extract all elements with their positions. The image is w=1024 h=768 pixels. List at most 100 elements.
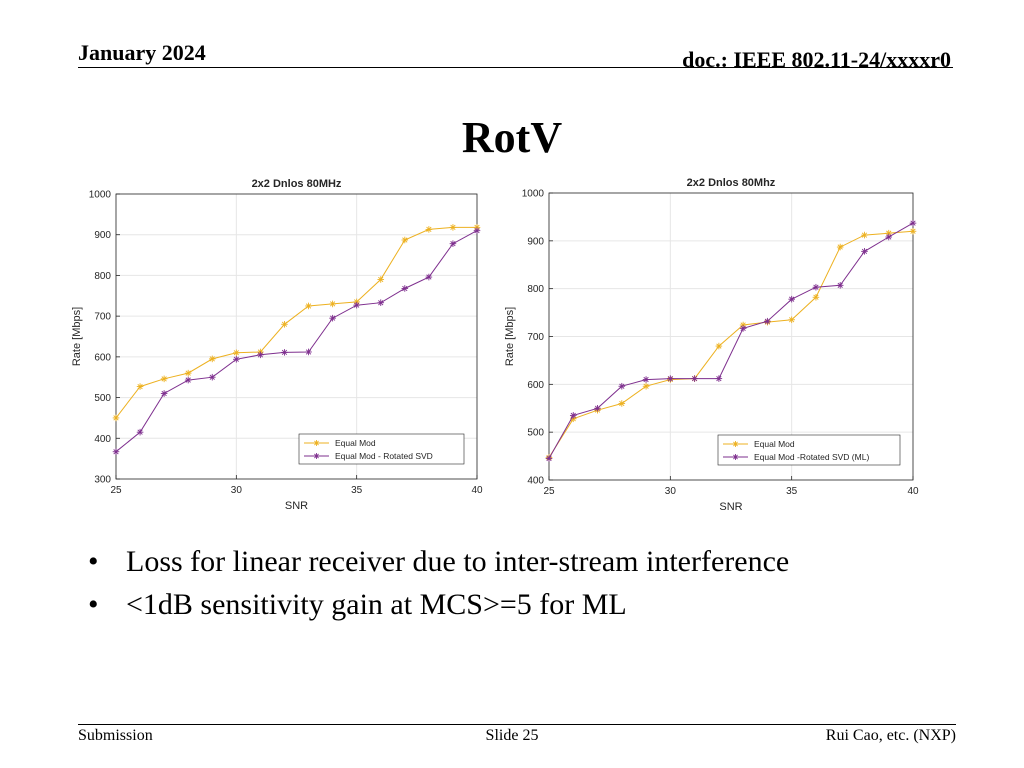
data-point: [208, 373, 216, 381]
footer-rule: [78, 724, 956, 725]
data-point: [473, 227, 481, 234]
data-point: [281, 320, 288, 328]
data-point: [329, 300, 336, 308]
data-point: [401, 285, 409, 292]
y-tick-label: 600: [94, 352, 111, 363]
data-point: [788, 316, 795, 324]
x-axis-label: SNR: [719, 501, 742, 513]
x-axis-label: SNR: [285, 500, 308, 512]
data-point: [112, 448, 120, 456]
chart-title: 2x2 Dnlos 80MHz: [252, 178, 342, 190]
y-tick-label: 600: [527, 380, 544, 391]
data-point: [305, 302, 312, 310]
x-tick-label: 35: [351, 485, 363, 496]
chart-svg: 25 30 35 40 400 500 600 700 800 900 1000 2x2 Dnlos …: [504, 177, 919, 513]
legend-marker: [313, 440, 320, 446]
bullet-dot: •: [88, 588, 99, 621]
legend-label: Equal Mod - Rotated SVD: [335, 451, 433, 461]
data-point: [136, 428, 144, 436]
footer-slide-number: Slide 25: [485, 727, 539, 744]
bullet-dot: •: [88, 545, 99, 578]
data-point: [545, 455, 553, 462]
chart-svg: 25 30 35 40 300 400 500 600 700 800 900 1000 2x2 Dnl…: [71, 178, 483, 512]
data-point: [594, 404, 601, 412]
data-point: [836, 243, 844, 251]
y-tick-label: 300: [94, 475, 111, 486]
data-point: [401, 236, 409, 244]
data-point: [281, 349, 288, 356]
legend-label: Equal Mod: [335, 438, 376, 448]
data-point: [691, 375, 698, 382]
data-point: [715, 375, 723, 382]
legend-marker: [313, 453, 320, 459]
data-point: [642, 376, 650, 383]
data-point: [812, 283, 820, 291]
data-point: [618, 382, 626, 390]
data-point: [425, 226, 433, 233]
data-point: [764, 317, 771, 325]
y-tick-label: 900: [527, 236, 544, 247]
bullet-text: <1dB sensitivity gain at MCS>=5 for ML: [126, 588, 627, 621]
data-point: [449, 240, 457, 247]
data-point: [136, 383, 144, 390]
legend-marker: [732, 454, 739, 460]
chart-left: 25 30 35 40 300 400 500 600 700 800 900 1000 2x2 Dnl…: [66, 170, 491, 515]
x-tick-label: 40: [907, 486, 919, 497]
data-point: [739, 325, 747, 332]
series-line: [548, 222, 914, 459]
header-rule: [78, 67, 953, 68]
y-axis-label: Rate [Mbps]: [71, 307, 83, 366]
data-point: [909, 219, 917, 227]
y-tick-label: 1000: [522, 189, 545, 200]
x-tick-label: 30: [231, 485, 243, 496]
data-point: [353, 301, 360, 309]
bullet-item: • <1dB sensitivity gain at MCS>=5 for ML: [88, 583, 968, 626]
data-point: [233, 356, 240, 363]
data-point: [449, 224, 457, 231]
axes-box: [115, 193, 478, 480]
footer-submission: Submission: [78, 727, 153, 744]
x-tick-label: 25: [543, 486, 555, 497]
slide-title: RotV: [461, 113, 563, 162]
data-point: [667, 375, 674, 382]
data-point: [257, 351, 264, 359]
x-tick-label: 25: [110, 485, 122, 496]
y-tick-label: 800: [527, 284, 544, 295]
bullet-text: Loss for linear receiver due to inter-st…: [126, 545, 790, 578]
y-tick-label: 1000: [89, 190, 112, 201]
legend: Equal Mod Equal Mod -Rotated SVD (ML): [717, 434, 901, 466]
y-tick-label: 500: [94, 393, 111, 404]
data-point: [788, 295, 795, 303]
data-point: [909, 227, 917, 235]
data-point: [885, 233, 893, 241]
bullet-item: • Loss for linear receiver due to inter-s…: [88, 540, 968, 583]
data-point: [861, 248, 868, 255]
data-point: [208, 355, 216, 363]
legend-marker: [732, 441, 739, 447]
series-line: [548, 230, 914, 458]
data-point: [233, 349, 240, 357]
legend-label: Equal Mod -Rotated SVD (ML): [754, 452, 869, 462]
data-point: [812, 293, 820, 301]
y-tick-label: 400: [527, 476, 544, 487]
x-tick-label: 30: [665, 486, 677, 497]
y-tick-label: 700: [94, 312, 111, 323]
y-tick-label: 900: [94, 230, 111, 241]
series-line: [115, 230, 478, 453]
chart-title: 2x2 Dnlos 80Mhz: [687, 177, 776, 189]
data-point: [160, 375, 168, 383]
data-point: [184, 376, 192, 384]
legend: Equal Mod Equal Mod - Rotated SVD: [298, 433, 465, 465]
y-tick-label: 700: [527, 332, 544, 343]
data-point: [184, 369, 192, 377]
legend-label: Equal Mod: [754, 439, 795, 449]
data-point: [861, 231, 868, 239]
y-tick-label: 400: [94, 434, 111, 445]
plot-area: [116, 194, 477, 479]
data-point: [715, 342, 723, 350]
data-point: [377, 276, 385, 283]
chart-right: 25 30 35 40 400 500 600 700 800 900 1000 2x2 Dnlos …: [500, 170, 925, 515]
data-point: [569, 412, 577, 419]
data-point: [112, 414, 120, 422]
data-point: [425, 273, 433, 281]
